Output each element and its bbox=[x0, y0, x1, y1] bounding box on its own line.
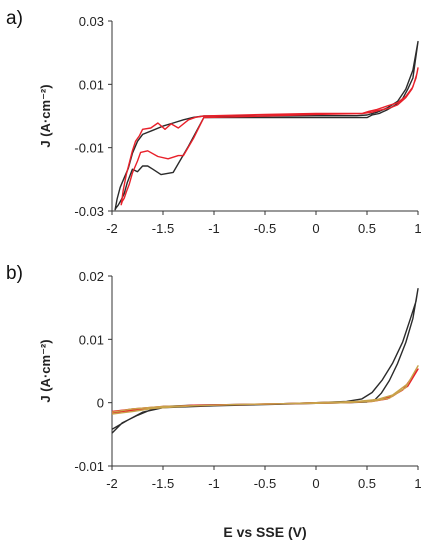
y-tick-label: 0 bbox=[97, 396, 104, 411]
y-tick-label: -0.03 bbox=[74, 204, 104, 219]
panel-label-a: a) bbox=[6, 8, 23, 29]
x-tick-label: 0 bbox=[312, 221, 319, 236]
y-tick-label: -0.01 bbox=[74, 459, 104, 474]
y-tick-label: 0.02 bbox=[79, 269, 104, 284]
x-tick-label: -0.5 bbox=[254, 476, 276, 491]
x-axis-label: E vs SSE (V) bbox=[223, 524, 306, 540]
series-line-1 bbox=[111, 288, 419, 434]
x-tick-label: -1 bbox=[208, 221, 220, 236]
x-tick-label: 0 bbox=[312, 476, 319, 491]
x-tick-label: -1.5 bbox=[152, 476, 174, 491]
y-tick-label: 0.03 bbox=[79, 14, 104, 29]
x-tick-label: 0.5 bbox=[358, 221, 376, 236]
x-tick-label: -2 bbox=[106, 221, 118, 236]
y-tick-label: 0.01 bbox=[79, 77, 104, 92]
x-tick-label: 1 bbox=[414, 476, 421, 491]
panel-label-b: b) bbox=[6, 263, 23, 284]
x-tick-label: -1.5 bbox=[152, 221, 174, 236]
y-tick-label: -0.01 bbox=[74, 141, 104, 156]
y-axis-label: J (A·cm⁻²) bbox=[38, 84, 53, 147]
x-tick-label: -0.5 bbox=[254, 221, 276, 236]
series-line-3 bbox=[111, 365, 419, 415]
x-tick-label: -1 bbox=[208, 476, 220, 491]
y-axis-label: J (A·cm⁻²) bbox=[38, 339, 53, 402]
chart-panel-b: -2 -1.5 -1 -0.5 0 0.5 1 -0.01 0 0.01 0.02 J (A·cm⁻²… bbox=[38, 269, 422, 491]
series-line-2 bbox=[120, 67, 419, 206]
x-tick-label: 1 bbox=[414, 221, 421, 236]
x-tick-label: -2 bbox=[106, 476, 118, 491]
x-tick-label: 0.5 bbox=[358, 476, 376, 491]
chart-panel-a: -2 -1.5 -1 -0.5 0 0.5 1 -0.03 -0.01 0.01 0.03 J (A·… bbox=[38, 14, 422, 236]
y-tick-label: 0.01 bbox=[79, 332, 104, 347]
